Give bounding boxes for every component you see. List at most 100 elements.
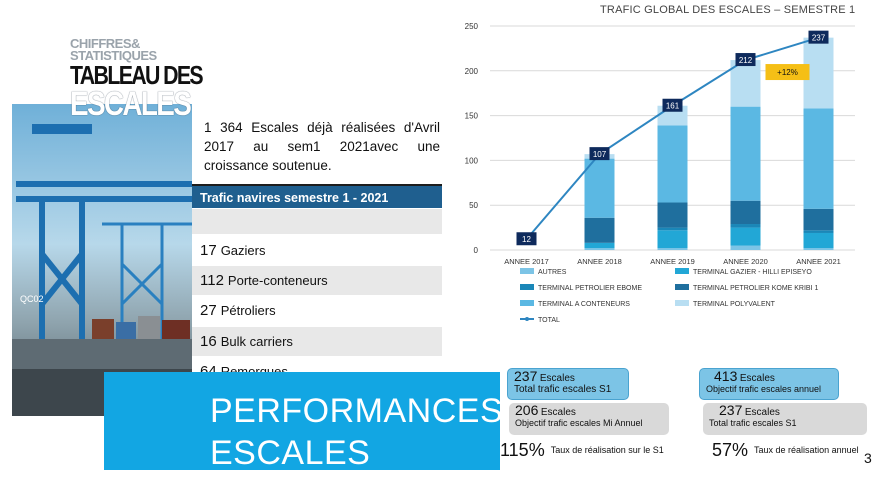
bar-segment [657,230,688,249]
bar-segment [803,230,834,233]
total-label-box [516,232,537,246]
kpi-label: Objectif trafic escales annuel [706,384,822,394]
kpi-unit: Escales [744,407,780,418]
legend-label: AUTRES [538,269,567,276]
y-tick-label: 0 [474,246,479,255]
page-number: 3 [864,450,872,466]
total-label-box [808,30,829,44]
photo-label: QC02 [20,294,44,304]
growth-label: +12% [777,68,798,77]
y-tick-label: 200 [465,67,479,76]
rate-annual: 57% Taux de réalisation annuel [712,440,859,461]
kpi-value: 237 [719,402,743,418]
total-label: 237 [812,34,826,43]
rate-label: Taux de réalisation annuel [754,445,859,455]
performances-banner [104,372,500,470]
bar-segment [730,106,761,201]
statistiques-label: STATISTIQUES [70,48,157,63]
y-tick-label: 150 [465,112,479,121]
row-count: 112 [200,272,224,289]
bar-segment [657,248,688,250]
kpi-objective-annual: 413 Escales Objectif trafic escales annu… [699,368,839,400]
kpi-label: Objectif trafic escales Mi Annuel [515,418,643,428]
kpi-unit: Escales [539,373,575,384]
x-tick-label: ANNEE 2019 [650,257,695,266]
total-label-box [735,53,756,67]
total-label-box [662,98,683,112]
legend-label: TOTAL [538,317,560,324]
x-tick-label: ANNEE 2018 [577,257,622,266]
legend-swatch [520,268,534,274]
bar-segment [730,245,761,250]
kpi-label: Total trafic escales S1 [514,384,612,395]
y-tick-label: 100 [465,156,479,165]
performances-title: PERFORMANCES ESCALES [210,390,503,474]
escales-chart: 0 50 100 150 200 250 ANNEE 2017 ANNEE 2018 ANNEE… [465,22,855,324]
rate-label: Taux de réalisation sur le S1 [550,445,664,455]
total-label: 107 [593,150,607,159]
legend-swatch [520,300,534,306]
total-label: 161 [666,102,680,111]
legend-swatch [675,300,689,306]
bar-segment [730,224,761,228]
total-label: 212 [739,56,753,65]
bar-segment [803,208,834,231]
bar-segment [584,242,615,249]
kpi-objective-half: 206 Escales Objectif trafic escales Mi A… [509,403,669,435]
kpi-value: 413 [714,368,738,384]
legend-label: TERMINAL A CONTENEURS [538,301,630,308]
rate-value: 115% [500,440,545,460]
legend-swatch [520,284,534,290]
y-tick-label: 50 [469,201,478,210]
legend-swatch [675,284,689,290]
kpi-value: 237 [514,368,538,384]
bar-segment [803,248,834,250]
bar-segment [730,227,761,246]
tableau-des-label: TABLEAU DES [70,60,204,90]
kpi-value: 206 [515,402,539,418]
kpi-unit: Escales [739,373,775,384]
legend-label: TERMINAL PETROLIER EBOME [538,285,642,292]
total-label: 12 [522,235,531,244]
legend-marker [525,317,529,321]
escales-label: ESCALES [70,85,192,123]
x-tick-label: ANNEE 2020 [723,257,768,266]
chart-title: TRAFIC GLOBAL DES ESCALES – SEMESTRE 1 [600,4,856,16]
y-tick-label: 250 [465,22,479,31]
bar-segment [584,158,615,218]
legend-label: TERMINAL PETROLIER KOME KRIBI 1 [693,285,818,292]
bar-segment [657,202,688,228]
legend-label: TERMINAL GAZIER - HILLI EPISEYO [693,269,812,276]
row-label: Bulk carriers [220,334,293,349]
bar-segment [803,108,834,209]
table-row: 27 Pétroliers [192,296,442,325]
kpi-total-s1-bis: 237 Escales Total trafic escales S1 [703,403,867,435]
growth-badge [765,64,810,81]
legend-label: TERMINAL POLYVALENT [693,301,776,308]
tableau-des-escales-header: CHIFFRES& STATISTIQUES TABLEAU DES ESCAL… [70,36,204,138]
bar-segment [584,217,615,243]
row-label: Gaziers [220,243,266,258]
performances-line: PERFORMANCES [210,392,504,430]
x-tick-label: ANNEE 2017 [504,257,549,266]
escales-line: ESCALES [210,434,371,472]
table-row: 112 Porte-conteneurs [192,266,442,295]
bar-segment [584,248,615,250]
row-label: Pétroliers [220,303,276,318]
rate-s1: 115% Taux de réalisation sur le S1 [500,440,664,461]
legend-swatch [675,268,689,274]
bar-segment [657,227,688,231]
bar-segment [730,60,761,107]
kpi-unit: Escales [540,407,576,418]
bar-segment [803,232,834,249]
row-count: 16 [200,333,217,350]
bar-segment [730,200,761,225]
bar-segment [657,125,688,203]
row-count: 27 [200,302,217,319]
traffic-table-spacer [192,209,442,234]
table-row: 16 Bulk carriers [192,327,442,356]
rate-value: 57% [712,440,749,460]
row-count: 17 [200,242,217,259]
kpi-total-s1: 237 Escales Total trafic escales S1 [507,368,629,400]
chiffres-label: CHIFFRES& [70,36,140,51]
